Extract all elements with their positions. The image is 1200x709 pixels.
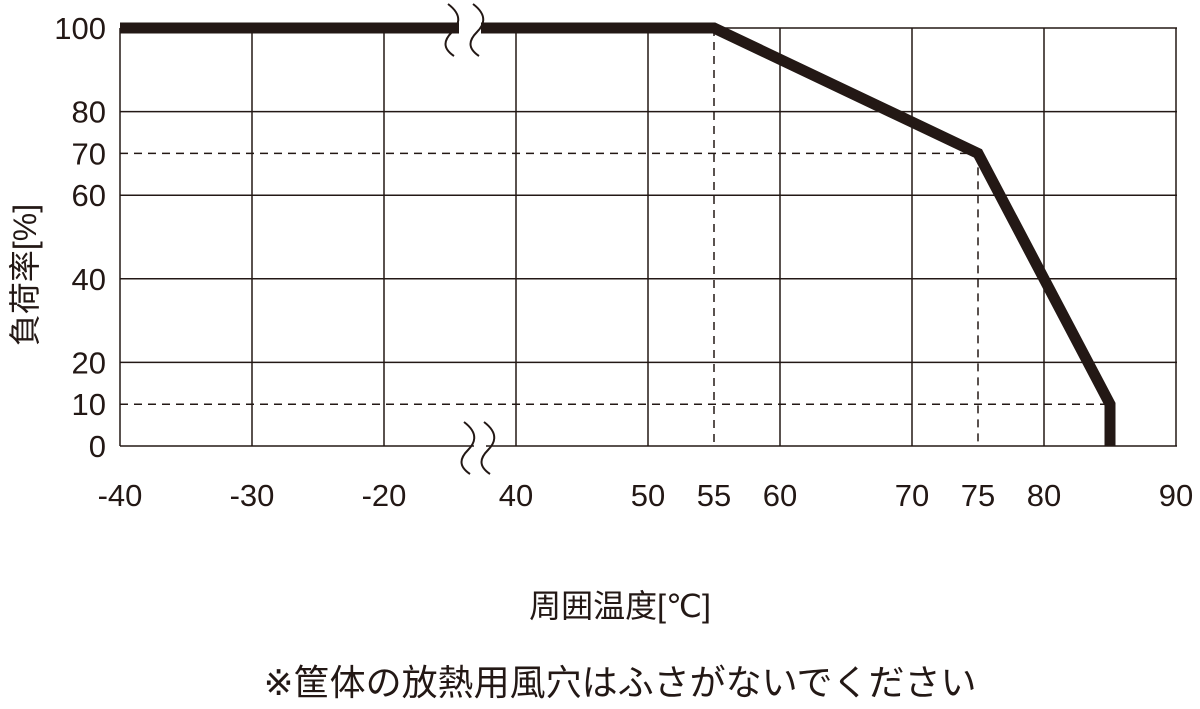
y-tick-label: 0 (89, 429, 106, 464)
x-tick-label: -40 (98, 478, 143, 513)
x-tick-labels: -40 -30 -20 40 50 55 60 70 75 80 90 (98, 478, 1194, 513)
axis-breaks (444, 3, 496, 475)
top-break-gap (459, 20, 481, 36)
y-tick-label: 80 (72, 95, 106, 130)
y-tick-label: 40 (72, 262, 106, 297)
y-tick-label: 70 (72, 136, 106, 171)
y-axis-label: 負荷率[%] (7, 204, 43, 346)
y-tick-label: 10 (72, 387, 106, 422)
axis-break-mark (444, 3, 460, 57)
x-tick-label: 55 (697, 478, 731, 513)
axis-break-mark (480, 421, 496, 475)
x-axis-label: 周囲温度[℃] (529, 588, 711, 624)
series (120, 22, 1116, 446)
bottom-break-gap (474, 440, 486, 452)
chart-note: ※筐体の放熱用風穴はふさがないでください (263, 662, 976, 703)
load-curve (120, 22, 1116, 446)
y-tick-label: 20 (72, 345, 106, 380)
y-tick-label: 100 (54, 11, 106, 46)
x-tick-label: 60 (763, 478, 797, 513)
x-tick-label: 90 (1159, 478, 1193, 513)
x-tick-label: 50 (631, 478, 665, 513)
x-tick-label: -30 (230, 478, 275, 513)
axis-break-mark (460, 421, 476, 475)
x-tick-label: 75 (961, 478, 995, 513)
y-tick-labels: 0 10 20 40 60 70 80 100 (54, 11, 106, 464)
reference-lines (120, 28, 1110, 446)
axis-break-mark (469, 3, 485, 57)
x-tick-label: 80 (1027, 478, 1061, 513)
x-tick-label: 40 (499, 478, 533, 513)
x-tick-label: -20 (362, 478, 407, 513)
x-tick-label: 70 (895, 478, 929, 513)
y-tick-label: 60 (72, 178, 106, 213)
